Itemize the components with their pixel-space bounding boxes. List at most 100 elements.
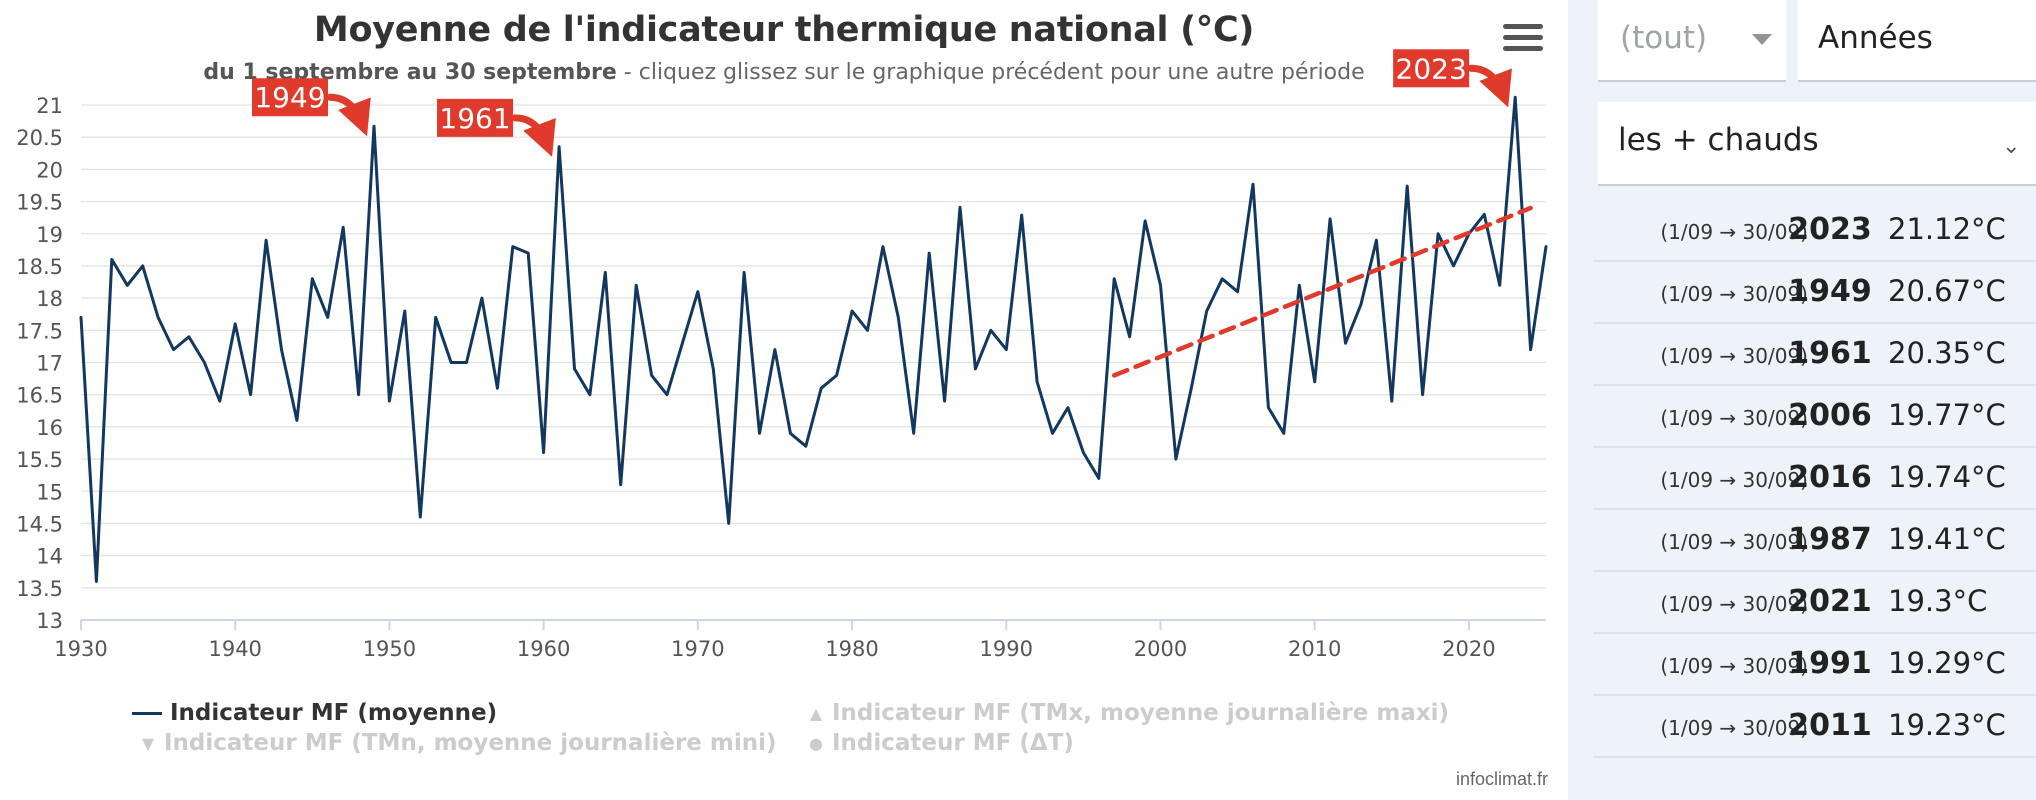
x-tick-label: 1930 <box>54 637 107 661</box>
ranking-temp: 19.77°C <box>1888 398 2006 432</box>
annotation-label-box <box>1393 49 1470 88</box>
annotation-label: 2023 <box>1396 52 1467 85</box>
ranking-row[interactable]: (1/09 → 30/09) 2006 19.77°C <box>1593 386 2036 448</box>
x-tick-label: 1980 <box>825 637 878 661</box>
triangle-down-icon: ▼ <box>141 734 155 753</box>
period-select-value: (tout) <box>1620 20 1708 56</box>
ranking-period: (1/09 → 30/09) <box>1660 220 1808 244</box>
ranking-panel: (tout) Années les + chauds ⌄ (1/09 → 30/… <box>1568 0 2036 800</box>
ranking-year: 1949 <box>1788 274 1872 309</box>
ranking-period: (1/09 → 30/09) <box>1660 716 1808 740</box>
ranking-year: 1987 <box>1788 522 1872 557</box>
ranking-row[interactable]: (1/09 → 30/09) 1949 20.67°C <box>1593 262 2036 324</box>
unit-select[interactable]: Années <box>1798 0 2036 82</box>
x-tick-label: 1960 <box>517 637 570 661</box>
x-tick-label: 2020 <box>1442 637 1495 661</box>
legend-item-tmx[interactable]: ▲ Indicateur MF (TMx, moyenne journalière… <box>800 700 1449 726</box>
y-tick-label: 15.5 <box>16 448 63 472</box>
ranking-row[interactable]: (1/09 → 30/09) 1987 19.41°C <box>1593 510 2036 572</box>
ranking-temp: 21.12°C <box>1888 212 2006 246</box>
credit-link[interactable]: infoclimat.fr <box>1455 769 1548 789</box>
annotation-label-box <box>437 98 514 137</box>
legend-item-moyenne[interactable]: Indicateur MF (moyenne) <box>132 700 497 726</box>
chevron-down-icon: ⌄ <box>2002 134 2021 159</box>
legend-label: Indicateur MF (moyenne) <box>170 700 498 726</box>
x-tick-label: 1940 <box>208 637 261 661</box>
y-tick-label: 20 <box>36 158 63 182</box>
ranking-period: (1/09 → 30/09) <box>1660 530 1808 554</box>
ranking-row[interactable]: (1/09 → 30/09) 1991 19.29°C <box>1593 634 2036 696</box>
ranking-year: 2021 <box>1788 584 1872 619</box>
ranking-year: 2016 <box>1788 460 1872 495</box>
unit-select-value: Années <box>1818 20 1933 56</box>
hamburger-icon-bar <box>1503 46 1543 51</box>
annotation-label-box <box>252 78 328 117</box>
ranking-period: (1/09 → 30/09) <box>1660 592 1808 616</box>
y-tick-label: 15 <box>36 480 63 504</box>
ranking-period: (1/09 → 30/09) <box>1660 654 1808 678</box>
ranking-temp: 19.23°C <box>1888 708 2006 742</box>
chart-title: Moyenne de l'indicateur thermique nation… <box>313 10 1255 50</box>
legend-item-tmn[interactable]: ▼ Indicateur MF (TMn, moyenne journalière… <box>132 730 777 756</box>
ranking-year: 1961 <box>1788 336 1872 371</box>
ranking-temp: 20.35°C <box>1888 336 2006 370</box>
annotation-arrow <box>1467 64 1512 108</box>
legend-line-symbol <box>132 712 162 715</box>
x-tick-label: 2000 <box>1134 637 1187 661</box>
annotation-arrow <box>511 114 556 157</box>
y-tick-label: 14 <box>36 545 63 569</box>
x-tick-label: 1950 <box>363 637 416 661</box>
ranking-list: (1/09 → 30/09) 2023 21.12°C (1/09 → 30/09)… <box>1593 200 2036 758</box>
series-line-moyenne <box>79 95 1548 583</box>
y-tick-label: 19.5 <box>16 191 63 215</box>
ranking-temp: 19.29°C <box>1888 646 2006 680</box>
chart-subtitle: du 1 septembre au 30 septembre - cliquez… <box>0 60 1568 85</box>
ranking-temp: 19.74°C <box>1888 460 2006 494</box>
y-tick-label: 16 <box>36 416 63 440</box>
chart-panel: Moyenne de l'indicateur thermique nation… <box>0 0 1568 800</box>
x-tick-label: 1990 <box>980 637 1033 661</box>
ranking-temp: 19.3°C <box>1888 584 1988 618</box>
y-tick-label: 14.5 <box>16 512 63 536</box>
y-tick-label: 19 <box>36 223 63 247</box>
ranking-row[interactable]: (1/09 → 30/09) 2023 21.12°C <box>1593 200 2036 262</box>
circle-icon: ● <box>809 734 823 753</box>
ranking-temp: 20.67°C <box>1888 274 2006 308</box>
ranking-temp: 19.41°C <box>1888 522 2006 556</box>
y-tick-label: 17.5 <box>16 319 63 343</box>
y-tick-label: 13.5 <box>16 577 63 601</box>
annotation-arrow <box>326 93 371 137</box>
x-tick-label: 2010 <box>1288 637 1341 661</box>
ranking-year: 2011 <box>1788 708 1872 743</box>
legend-item-delta[interactable]: ● Indicateur MF (ΔT) <box>800 730 1074 756</box>
y-tick-label: 18 <box>36 287 63 311</box>
legend-label: Indicateur MF (ΔT) <box>832 730 1074 756</box>
y-tick-label: 16.5 <box>16 384 63 408</box>
y-tick-label: 18.5 <box>16 255 63 279</box>
annotation-label: 1961 <box>439 102 510 135</box>
hamburger-icon-bar <box>1503 24 1543 29</box>
legend-label: Indicateur MF (TMx, moyenne journalière … <box>832 700 1450 726</box>
sort-select[interactable]: les + chauds ⌄ <box>1598 102 2036 186</box>
y-tick-label: 21 <box>36 94 63 118</box>
ranking-period: (1/09 → 30/09) <box>1660 468 1808 492</box>
ranking-row[interactable]: (1/09 → 30/09) 1961 20.35°C <box>1593 324 2036 386</box>
hamburger-icon-bar <box>1503 35 1543 40</box>
ranking-period: (1/09 → 30/09) <box>1660 344 1808 368</box>
chart-subtitle-hint: - cliquez glissez sur le graphique précé… <box>616 60 1365 85</box>
ranking-row[interactable]: (1/09 → 30/09) 2016 19.74°C <box>1593 448 2036 510</box>
ranking-period: (1/09 → 30/09) <box>1660 406 1808 430</box>
line-chart[interactable]: 13 13.5 14 14.5 15 15.5 16 16.5 17 17.5 18 18.5 19 19… <box>0 0 1568 800</box>
triangle-up-icon: ▲ <box>809 704 823 723</box>
ranking-row[interactable]: (1/09 → 30/09) 2011 19.23°C <box>1593 696 2036 758</box>
ranking-year: 1991 <box>1788 646 1872 681</box>
chart-menu-button[interactable] <box>1503 24 1543 58</box>
trend-line <box>1111 205 1533 378</box>
legend-label: Indicateur MF (TMn, moyenne journalière … <box>164 730 777 756</box>
chevron-down-icon <box>1752 34 1772 45</box>
period-select[interactable]: (tout) <box>1598 0 1786 82</box>
y-tick-label: 20.5 <box>16 126 63 150</box>
ranking-row[interactable]: (1/09 → 30/09) 2021 19.3°C <box>1593 572 2036 634</box>
ranking-period: (1/09 → 30/09) <box>1660 282 1808 306</box>
ranking-year: 2023 <box>1788 212 1872 247</box>
